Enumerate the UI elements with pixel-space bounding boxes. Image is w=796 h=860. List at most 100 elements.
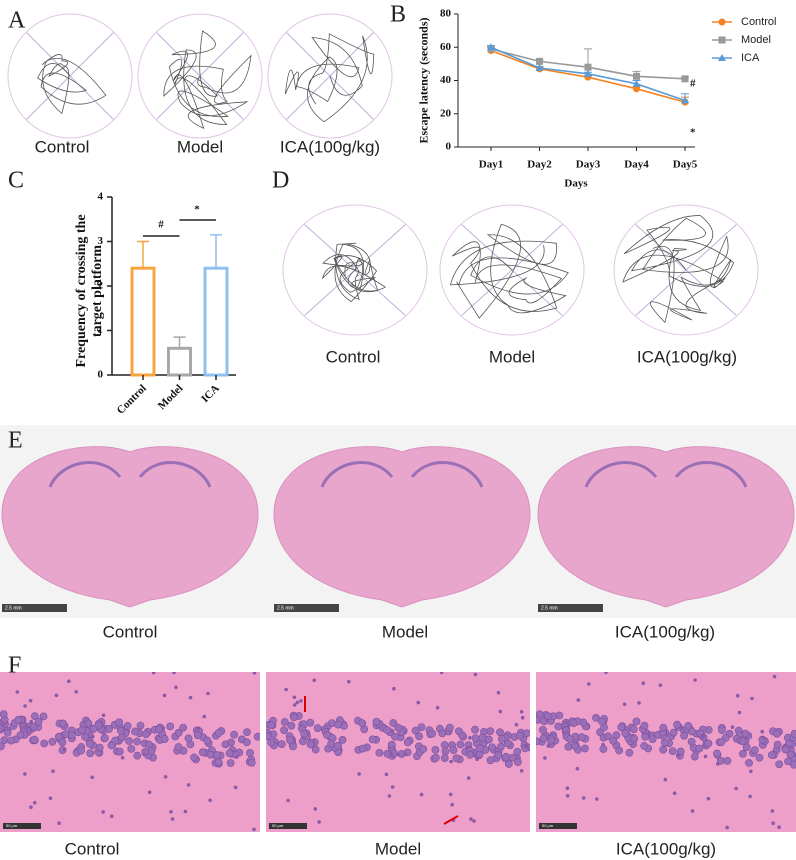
cell [514, 722, 519, 727]
nucleus [569, 719, 578, 727]
nucleus [496, 742, 505, 751]
nucleus [440, 754, 449, 762]
scale-bar-label: 50 μm [272, 823, 284, 828]
scale-bar [269, 823, 307, 829]
nucleus [338, 736, 347, 744]
annotation: # [158, 219, 164, 231]
nucleus [687, 737, 696, 746]
nucleus [632, 717, 641, 726]
nucleus [289, 742, 297, 751]
cell [51, 769, 55, 773]
nucleus [790, 730, 796, 738]
cell [469, 817, 473, 821]
panel-letter: A [8, 8, 26, 34]
nucleus [441, 747, 450, 756]
nucleus [577, 733, 586, 742]
point [718, 18, 726, 26]
point [584, 69, 592, 77]
nucleus [58, 738, 67, 747]
nucleus [226, 759, 235, 767]
nucleus [411, 726, 420, 735]
nucleus [117, 726, 125, 735]
bar [203, 266, 229, 377]
nucleus [131, 727, 139, 736]
nucleus [289, 713, 298, 722]
cell [519, 710, 524, 714]
x-tick-label: Model [156, 382, 186, 412]
cell [403, 752, 408, 757]
nucleus [668, 747, 677, 755]
nucleus [55, 732, 63, 741]
swim-track [37, 54, 107, 115]
legend-label: ICA [741, 52, 760, 64]
group-label: ICA(100g/kg) [616, 839, 716, 858]
nucleus [755, 753, 764, 762]
histology-image [266, 672, 530, 832]
nucleus [544, 712, 552, 720]
nucleus [40, 739, 49, 748]
cell [637, 701, 641, 705]
nucleus [417, 723, 426, 731]
cell [389, 752, 394, 756]
point [535, 64, 544, 72]
swim-track [622, 215, 735, 324]
nucleus [142, 730, 150, 739]
cell [672, 791, 677, 795]
group-label: Control [35, 137, 90, 156]
cell [151, 672, 156, 675]
cell [663, 777, 668, 782]
cell [234, 755, 239, 759]
nucleus [514, 758, 522, 766]
histology-image [0, 672, 260, 832]
cell [186, 783, 191, 787]
x-tick-label: Day1 [479, 159, 503, 171]
cell [725, 825, 729, 830]
cell [15, 690, 20, 694]
cell [252, 827, 256, 832]
nucleus [615, 746, 623, 755]
cell [169, 810, 173, 814]
cell [28, 698, 33, 703]
cell [387, 794, 392, 798]
x-axis-label: Days [564, 178, 588, 190]
pool [613, 204, 759, 336]
nucleus [230, 730, 238, 739]
cell [622, 702, 627, 707]
nucleus [438, 729, 447, 738]
cell [120, 755, 125, 760]
nucleus [34, 717, 43, 726]
y-tick-label: 4 [98, 191, 104, 203]
nucleus [784, 757, 792, 766]
nucleus [160, 735, 169, 743]
nucleus [554, 722, 563, 731]
cell [519, 769, 524, 773]
nucleus [59, 719, 67, 728]
nucleus [486, 727, 495, 735]
cell [777, 825, 781, 829]
nucleus [133, 751, 142, 760]
nucleus [280, 718, 289, 726]
nucleus [133, 737, 141, 746]
cell [703, 754, 708, 759]
nucleus [673, 720, 681, 729]
nucleus [311, 745, 320, 754]
nucleus [660, 738, 669, 747]
y-tick-label: 1 [98, 324, 104, 336]
x-tick-label: Day2 [527, 159, 552, 171]
nucleus [566, 735, 574, 743]
point [718, 36, 726, 44]
nucleus [30, 712, 39, 720]
pool [267, 13, 393, 139]
nucleus [504, 760, 513, 768]
nucleus [125, 737, 134, 745]
nucleus [581, 744, 589, 753]
cell [252, 672, 257, 675]
y-axis-label: Frequency of crossing the target platfor… [74, 214, 105, 368]
nucleus [687, 727, 696, 736]
pool [439, 204, 585, 336]
nucleus [630, 734, 639, 743]
nucleus [242, 738, 251, 747]
nucleus [494, 751, 503, 759]
nucleus [313, 724, 322, 733]
